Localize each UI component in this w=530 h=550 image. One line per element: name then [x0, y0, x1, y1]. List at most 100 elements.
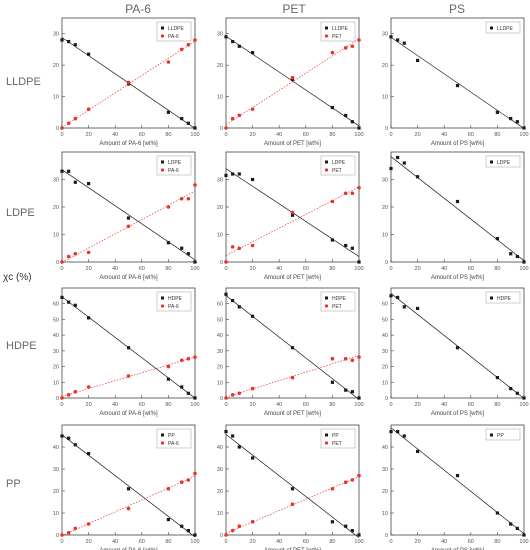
data-point-hdpe	[87, 316, 91, 320]
legend-box	[485, 155, 521, 168]
panel-hdpe-pa-6: 0 20 40 60 80 100 0 10 20 30 40 50 60 Amount of PA-6 …	[53, 287, 200, 417]
data-point-ldpe	[396, 155, 400, 160]
y-tick-label: 40	[53, 333, 59, 339]
x-tick-label: 0	[224, 266, 227, 272]
plot-frame	[61, 17, 196, 129]
legend-entry: PET	[332, 168, 342, 174]
x-tick-label: 20	[415, 539, 421, 545]
legend: LDPE PA-6	[156, 155, 192, 176]
data-point-pet	[343, 46, 348, 50]
legend-marker	[161, 26, 164, 30]
data-point-ldpe	[290, 213, 295, 217]
data-point-ldpe	[509, 252, 513, 256]
legend-box	[156, 155, 192, 176]
data-point-ldpe	[67, 169, 71, 173]
x-tick-label: 100	[354, 539, 363, 545]
data-point-pa-6	[179, 196, 184, 201]
x-tick-label: 60	[303, 539, 309, 545]
x-tick-label: 80	[329, 266, 335, 272]
plot-frame	[61, 287, 196, 399]
column-title-pet: PET	[282, 2, 306, 16]
data-point-pp	[357, 533, 361, 537]
x-tick-label: 100	[354, 132, 363, 138]
fit-line-pet	[225, 38, 360, 125]
y-tick-label: 10	[53, 380, 59, 386]
legend-box	[320, 291, 356, 312]
fit-line-pp	[390, 427, 525, 535]
data-point-ldpe	[389, 166, 393, 171]
plot-frame	[390, 17, 525, 129]
fit-line-lldpe	[225, 35, 360, 127]
fit-line-pp	[61, 434, 196, 538]
data-point-pet	[230, 116, 235, 121]
legend-marker	[160, 168, 165, 172]
y-tick-label: 30	[53, 32, 59, 38]
data-point-pa-6	[126, 224, 131, 229]
data-point-pet	[237, 246, 242, 251]
legend-entry: PA-6	[168, 168, 179, 174]
x-tick-label: 40	[441, 132, 447, 138]
legend-marker	[490, 433, 493, 437]
data-point-pa-6	[73, 526, 78, 531]
data-point-lldpe	[522, 126, 526, 130]
data-point-lldpe	[67, 39, 71, 44]
data-point-lldpe	[515, 120, 519, 124]
legend: LDPE	[485, 155, 521, 168]
data-point-pa-6	[186, 356, 191, 361]
x-tick-label: 0	[224, 402, 227, 408]
x-tick-label: 20	[415, 402, 421, 408]
x-axis-label: Amount of PS [wt%]	[431, 411, 485, 417]
data-point-pa-6	[86, 385, 91, 389]
y-tick-label: 10	[53, 95, 59, 101]
x-tick-label: 80	[494, 266, 500, 272]
x-tick-label: 0	[389, 132, 392, 138]
data-point-lldpe	[87, 52, 91, 56]
y-tick-label: 10	[53, 511, 59, 517]
data-point-lldpe	[186, 121, 190, 125]
data-point-pp	[330, 520, 334, 524]
x-axis-label: Amount of PA-6 [wt%]	[99, 411, 158, 417]
panel-lldpe-ps: 0 20 40 60 80 100 0 10 20 30 Amount of PS [wt%] LLD…	[382, 17, 529, 147]
x-tick-label: 60	[468, 266, 474, 272]
data-point-lldpe	[509, 116, 513, 121]
y-tick-label: 30	[217, 32, 223, 38]
data-point-hdpe	[509, 386, 513, 391]
data-point-ldpe	[416, 175, 420, 179]
fit-line-ldpe	[390, 156, 525, 261]
data-point-ldpe	[251, 177, 255, 182]
x-tick-label: 100	[354, 402, 363, 408]
y-tick-label: 30	[382, 349, 388, 355]
legend-box	[320, 428, 356, 449]
data-point-lldpe	[416, 58, 420, 63]
data-point-pp	[515, 526, 519, 530]
legend-marker	[161, 160, 164, 164]
data-point-lldpe	[357, 126, 361, 130]
fit-line-pet	[225, 186, 360, 256]
legend-entry: PA-6	[168, 304, 179, 310]
legend: PP	[485, 428, 521, 441]
x-tick-label: 100	[519, 132, 528, 138]
data-point-pet	[230, 528, 235, 533]
x-tick-label: 20	[250, 402, 256, 408]
x-tick-label: 20	[250, 266, 256, 272]
y-tick-label: 50	[217, 317, 223, 323]
data-point-lldpe	[224, 35, 228, 39]
data-point-hdpe	[186, 391, 190, 395]
data-point-hdpe	[73, 303, 77, 307]
x-tick-label: 80	[165, 539, 171, 545]
y-tick-label: 10	[217, 511, 223, 517]
x-tick-label: 100	[190, 539, 199, 545]
data-point-pet	[290, 75, 295, 80]
y-tick-label: 20	[217, 365, 223, 371]
data-point-lldpe	[237, 44, 241, 48]
data-point-pet	[250, 520, 255, 524]
x-tick-label: 40	[112, 132, 118, 138]
data-point-pet	[330, 487, 335, 491]
data-point-pa-6	[186, 196, 191, 201]
x-axis-label: Amount of PET [wt%]	[264, 275, 321, 281]
y-tick-label: 40	[382, 445, 388, 451]
row-title-hdpe: HDPE	[6, 340, 37, 352]
data-point-pa-6	[60, 260, 64, 264]
legend-marker	[490, 26, 493, 30]
data-point-pet	[224, 533, 228, 537]
